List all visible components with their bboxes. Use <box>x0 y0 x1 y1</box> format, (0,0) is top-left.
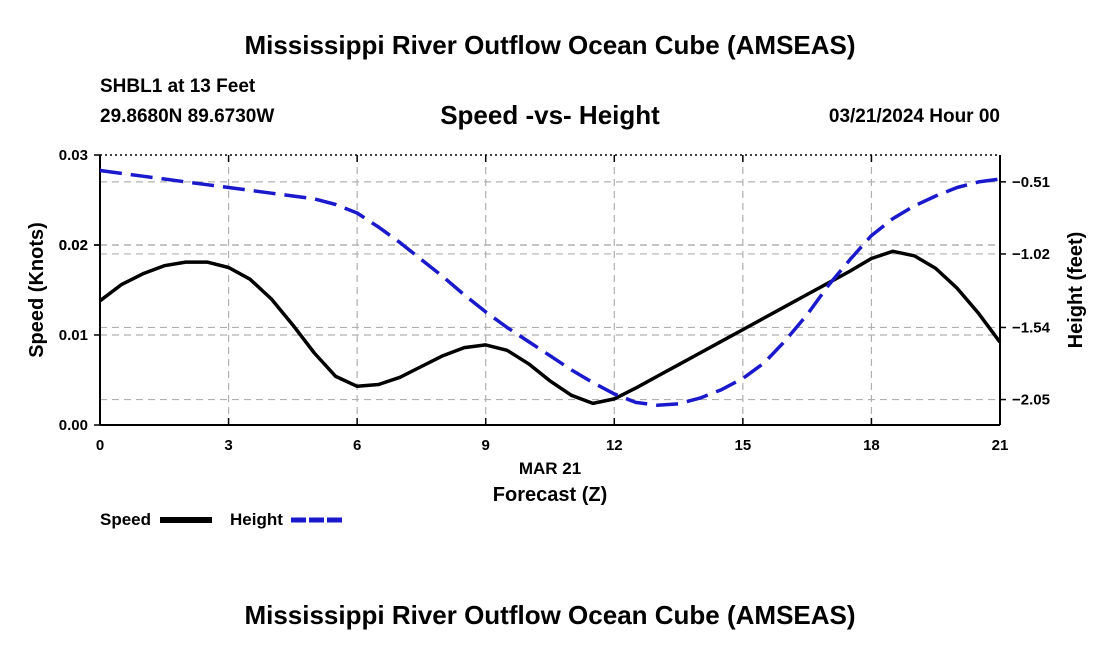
x-tick-label: 18 <box>863 437 880 454</box>
x-tick-label: 9 <box>482 437 490 454</box>
y2-tick-label: −1.54 <box>1012 319 1051 336</box>
height-series-line <box>99 168 1001 407</box>
x-axis-label: Forecast (Z) <box>493 484 607 506</box>
y-tick-label: 0.01 <box>59 327 88 344</box>
y-tick-label: 0.02 <box>59 237 88 254</box>
station-label: SHBL1 at 13 Feet <box>100 76 256 97</box>
footer-title: Mississippi River Outflow Ocean Cube (AM… <box>244 600 856 630</box>
y-tick-label: 0.03 <box>59 147 88 164</box>
speed-series-line <box>98 249 1002 406</box>
x-tick-label: 12 <box>606 437 623 454</box>
y-tick-label: 0.02 <box>59 237 88 254</box>
y-tick-label: 0.00 <box>59 417 88 434</box>
x-tick-label: 6 <box>353 437 361 454</box>
page-title: Mississippi River Outflow Ocean Cube (AM… <box>244 30 856 60</box>
x-tick-label: 0 <box>96 437 104 454</box>
legend-height-label: Height <box>230 510 283 529</box>
x-tick-label: 3 <box>224 437 232 454</box>
datetime-label: 03/21/2024 Hour 00 <box>828 106 1000 127</box>
x-tick-label: 21 <box>992 437 1009 454</box>
x-axis-date-label: MAR 21 <box>519 459 581 478</box>
location-label: 29.8680N 89.6730W <box>100 106 275 127</box>
x-tick-label: 15 <box>735 437 752 454</box>
y2-tick-label: −1.02 <box>1012 246 1050 263</box>
y2-tick-label: −0.51 <box>1012 174 1050 191</box>
y2-axis-label: Height (feet) <box>1065 232 1087 349</box>
y-axis-label: Speed (Knots) <box>26 222 48 358</box>
speed-height-chart: 0 3 6 9 12 15 18 210.000.010.020.020.03−2.05−1.… <box>26 100 1087 529</box>
y2-tick-label: −2.05 <box>1012 392 1050 409</box>
chart-title: Speed -vs- Height <box>440 100 660 130</box>
legend-speed-label: Speed <box>100 510 151 529</box>
